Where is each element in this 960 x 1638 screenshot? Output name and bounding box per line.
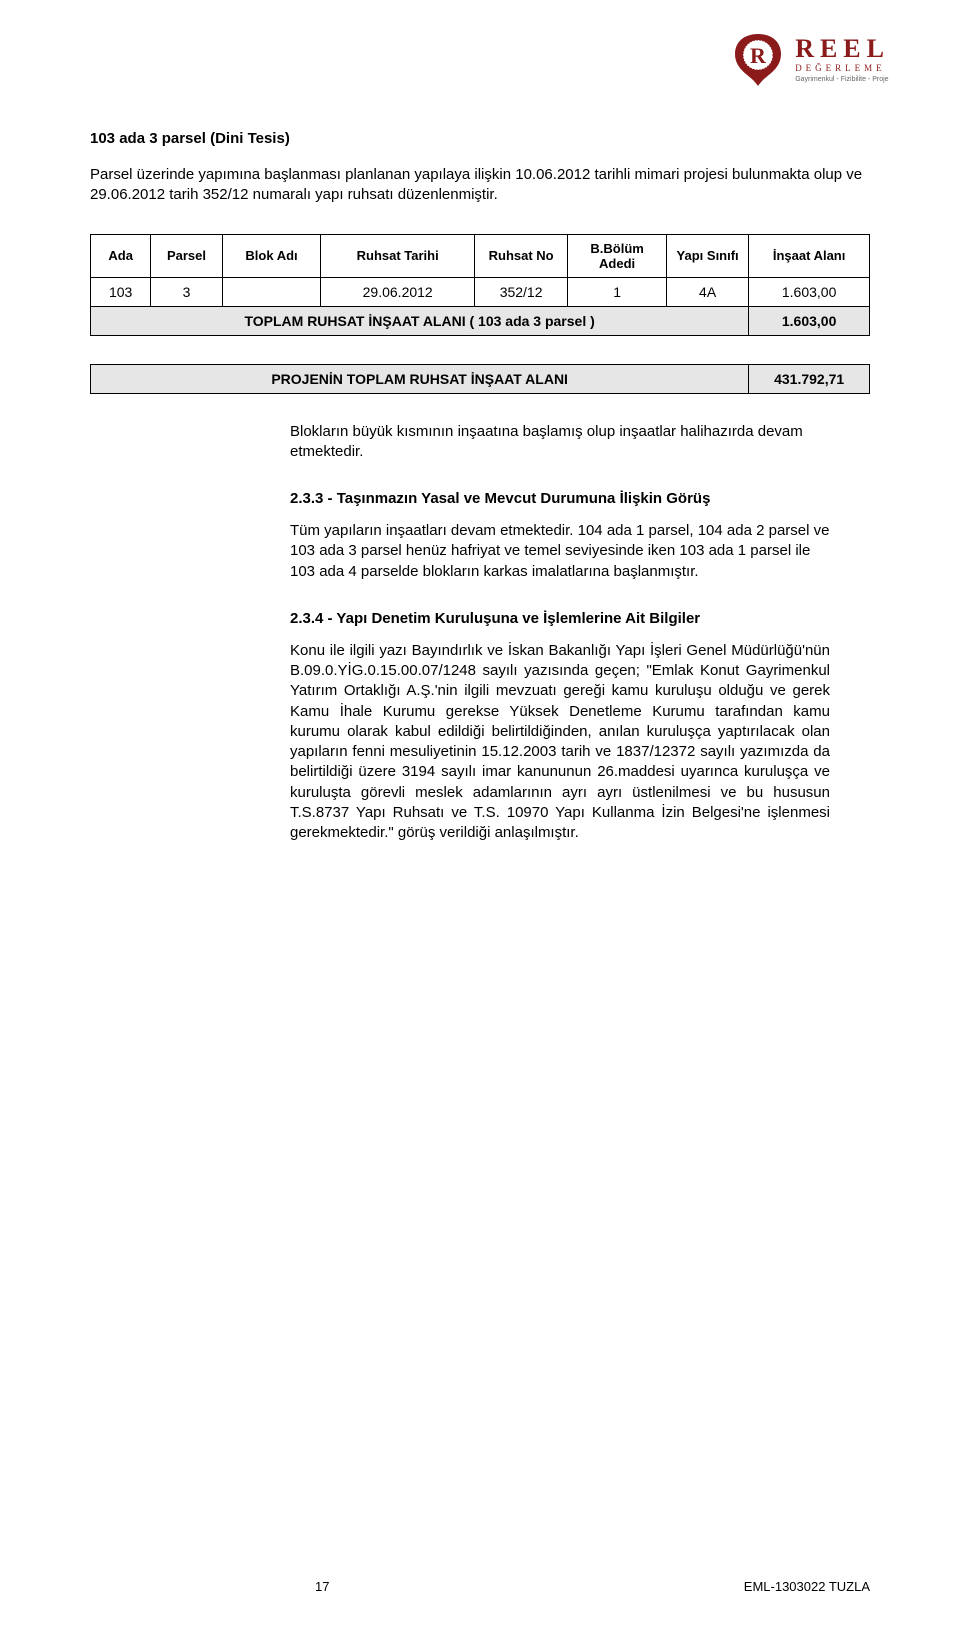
total-label-cell: TOPLAM RUHSAT İNŞAAT ALANI ( 103 ada 3 p…	[91, 306, 749, 335]
table-header-cell: B.Bölüm Adedi	[568, 234, 667, 277]
table-header-cell: Yapı Sınıfı	[666, 234, 748, 277]
svg-text:R: R	[750, 43, 767, 68]
page-footer: 17 EML-1303022 TUZLA	[90, 1579, 870, 1594]
logo-seal-icon: R	[729, 30, 787, 88]
table-header-cell: Ada	[91, 234, 151, 277]
section-2-3-4-body: Konu ile ilgili yazı Bayındırlık ve İska…	[290, 641, 830, 844]
table-header-cell: İnşaat Alanı	[749, 234, 870, 277]
table-cell: 352/12	[474, 277, 567, 306]
table-header-cell: Ruhsat Tarihi	[321, 234, 475, 277]
table-cell	[222, 277, 321, 306]
document-page: R REEL DEĞERLEME Gayrimenkul - Fizibilit…	[0, 0, 960, 1638]
intro-paragraph: Parsel üzerinde yapımına başlanması plan…	[90, 165, 870, 206]
main-content: 103 ada 3 parsel (Dini Tesis) Parsel üze…	[90, 40, 870, 843]
table-cell: 4A	[666, 277, 748, 306]
indented-body: Blokların büyük kısmının inşaatına başla…	[290, 422, 830, 844]
logo-block: R REEL DEĞERLEME Gayrimenkul - Fizibilit…	[729, 30, 890, 88]
table-total-row: TOPLAM RUHSAT İNŞAAT ALANI ( 103 ada 3 p…	[91, 306, 870, 335]
logo-subtitle: DEĞERLEME	[795, 64, 890, 73]
logo-text: REEL DEĞERLEME Gayrimenkul - Fizibilite …	[795, 36, 890, 83]
table-cell: 1	[568, 277, 667, 306]
project-total-value: 431.792,71	[749, 364, 870, 393]
table-header-row: AdaParselBlok AdıRuhsat TarihiRuhsat NoB…	[91, 234, 870, 277]
table-row: 1033 29.06.2012352/1214A1.603,00	[91, 277, 870, 306]
project-total-table: PROJENİN TOPLAM RUHSAT İNŞAAT ALANI 431.…	[90, 364, 870, 394]
project-total-label: PROJENİN TOPLAM RUHSAT İNŞAAT ALANI	[91, 364, 749, 393]
logo-brand: REEL	[795, 36, 890, 62]
table-header-cell: Ruhsat No	[474, 234, 567, 277]
ruhsat-table: AdaParselBlok AdıRuhsat TarihiRuhsat NoB…	[90, 234, 870, 336]
table-header-cell: Parsel	[151, 234, 222, 277]
doc-reference: EML-1303022 TUZLA	[744, 1579, 870, 1594]
table-cell: 103	[91, 277, 151, 306]
blocks-progress-paragraph: Blokların büyük kısmının inşaatına başla…	[290, 422, 830, 463]
section-2-3-3-body: Tüm yapıların inşaatları devam etmektedi…	[290, 521, 830, 582]
table-header-cell: Blok Adı	[222, 234, 321, 277]
table-cell: 1.603,00	[749, 277, 870, 306]
page-number: 17	[315, 1579, 329, 1594]
section-title: 103 ada 3 parsel (Dini Tesis)	[90, 130, 870, 147]
total-value-cell: 1.603,00	[749, 306, 870, 335]
table-row: PROJENİN TOPLAM RUHSAT İNŞAAT ALANI 431.…	[91, 364, 870, 393]
section-2-3-3-title: 2.3.3 - Taşınmazın Yasal ve Mevcut Durum…	[290, 490, 830, 507]
section-2-3-4-title: 2.3.4 - Yapı Denetim Kuruluşuna ve İşlem…	[290, 610, 830, 627]
table-cell: 29.06.2012	[321, 277, 475, 306]
table-cell: 3	[151, 277, 222, 306]
logo-tagline: Gayrimenkul - Fizibilite - Proje	[795, 76, 890, 83]
